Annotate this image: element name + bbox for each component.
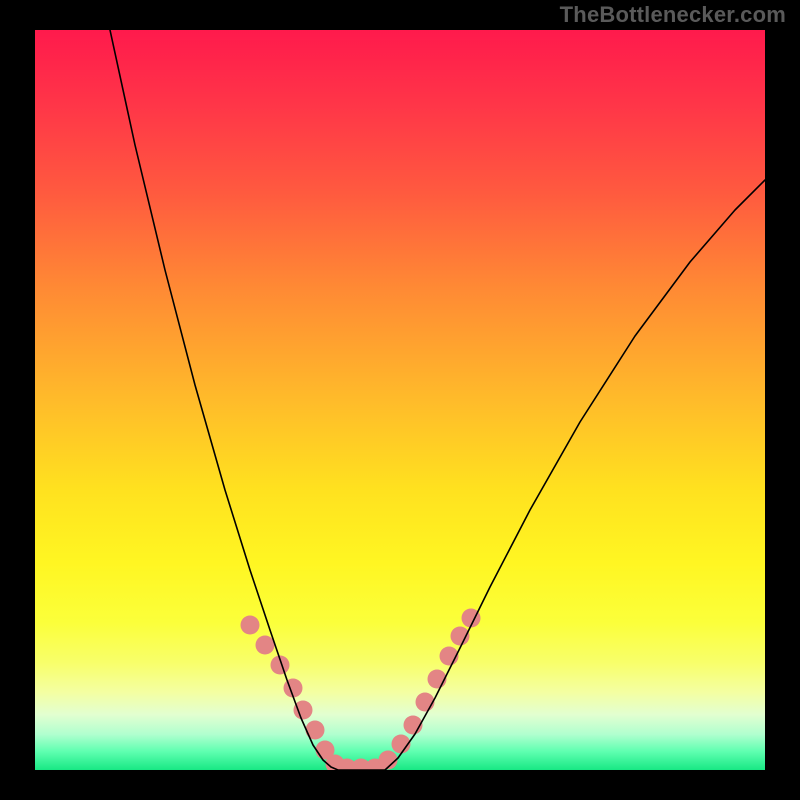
chart-stage: TheBottlenecker.com: [0, 0, 800, 800]
data-marker: [256, 636, 275, 655]
data-marker: [416, 693, 435, 712]
watermark-text: TheBottlenecker.com: [560, 2, 786, 28]
bottleneck-curve: [110, 30, 765, 770]
data-markers: [241, 609, 481, 778]
data-marker: [241, 616, 260, 635]
data-marker: [306, 721, 325, 740]
curve-layer: [35, 30, 765, 770]
plot-area: [35, 30, 765, 770]
